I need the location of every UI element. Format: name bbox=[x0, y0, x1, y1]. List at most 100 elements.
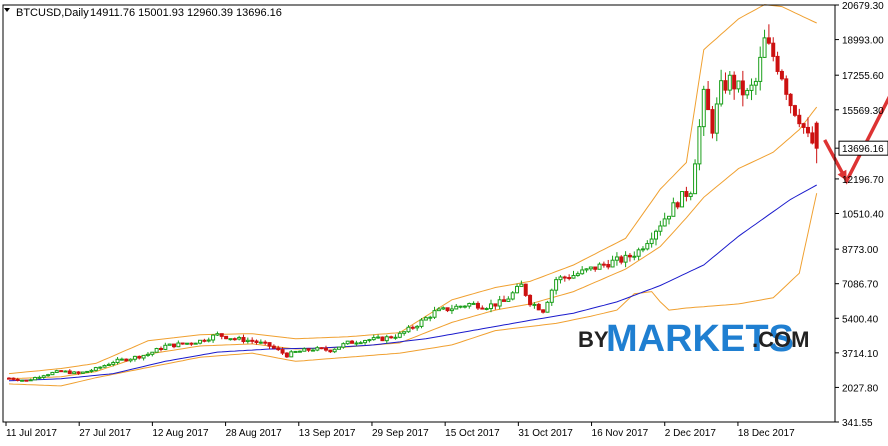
candle bbox=[41, 374, 46, 380]
candle bbox=[623, 251, 628, 268]
chart-menu-arrow-icon[interactable] bbox=[4, 8, 10, 12]
y-tick-label: 341.55 bbox=[842, 418, 873, 429]
y-tick-label: 2027.80 bbox=[842, 383, 879, 394]
candle bbox=[432, 306, 437, 320]
candle bbox=[176, 340, 181, 348]
chart-header-symbol: BTCUSD,Daily bbox=[16, 7, 89, 19]
candle bbox=[28, 378, 33, 382]
x-tick-label: 31 Oct 2017 bbox=[518, 428, 573, 439]
y-tick-label: 8773.00 bbox=[842, 245, 879, 256]
candle bbox=[350, 339, 355, 344]
candle bbox=[766, 24, 771, 45]
watermark-brand: MARKETS bbox=[606, 318, 794, 360]
candle bbox=[315, 345, 320, 352]
candle bbox=[532, 302, 537, 309]
watermark-suffix: .COM bbox=[752, 327, 809, 352]
candle bbox=[506, 296, 511, 302]
candle bbox=[180, 342, 185, 345]
candle bbox=[667, 215, 672, 225]
candle bbox=[406, 325, 411, 333]
candle bbox=[801, 122, 806, 134]
candle bbox=[250, 337, 255, 344]
candle bbox=[645, 240, 650, 251]
candle bbox=[562, 275, 567, 282]
candle bbox=[415, 324, 420, 331]
candle bbox=[458, 305, 463, 309]
candle bbox=[119, 357, 124, 361]
candle bbox=[124, 358, 129, 362]
candle bbox=[354, 340, 359, 346]
candle bbox=[649, 232, 654, 248]
candle bbox=[719, 69, 724, 107]
candle bbox=[254, 339, 259, 345]
forecast-arrow-line bbox=[823, 95, 888, 185]
candle bbox=[72, 371, 77, 375]
candle bbox=[736, 80, 741, 93]
current-price-marker bbox=[838, 140, 888, 156]
candle bbox=[337, 346, 342, 350]
candle bbox=[502, 295, 507, 302]
candle bbox=[758, 46, 763, 91]
candle bbox=[541, 309, 546, 314]
candle bbox=[232, 337, 237, 341]
candle bbox=[449, 304, 454, 314]
candle bbox=[332, 348, 337, 354]
candle bbox=[775, 51, 780, 75]
candle bbox=[727, 71, 732, 95]
candle bbox=[545, 300, 550, 313]
candle bbox=[219, 333, 224, 340]
candle bbox=[588, 266, 593, 272]
candle bbox=[497, 295, 502, 310]
candle bbox=[606, 259, 611, 270]
candle bbox=[371, 334, 376, 341]
candle bbox=[593, 266, 598, 272]
candle bbox=[50, 371, 55, 376]
watermark-prefix: BY bbox=[578, 327, 609, 352]
candle bbox=[397, 330, 402, 339]
x-tick-label: 27 Jul 2017 bbox=[79, 428, 131, 439]
candle bbox=[258, 339, 263, 345]
candle bbox=[428, 315, 433, 322]
candle bbox=[215, 331, 220, 336]
y-tick-label: 20679.30 bbox=[842, 1, 884, 12]
candle bbox=[150, 351, 155, 357]
candle bbox=[228, 338, 233, 341]
candle bbox=[610, 255, 615, 268]
candle bbox=[706, 81, 711, 111]
candle bbox=[688, 191, 693, 201]
candle bbox=[471, 301, 476, 305]
y-tick-label: 18993.00 bbox=[842, 36, 884, 47]
candle bbox=[323, 345, 328, 352]
candle bbox=[510, 291, 515, 301]
candle bbox=[154, 347, 159, 353]
candle bbox=[145, 352, 150, 357]
candle bbox=[211, 334, 216, 343]
candle bbox=[710, 105, 715, 139]
x-tick-label: 18 Dec 2017 bbox=[738, 428, 795, 439]
candle bbox=[102, 364, 107, 368]
candle bbox=[493, 303, 498, 310]
candle bbox=[193, 342, 198, 345]
candle bbox=[536, 302, 541, 311]
candle bbox=[263, 340, 268, 346]
candle bbox=[601, 261, 606, 268]
x-tick-label: 2 Dec 2017 bbox=[665, 428, 717, 439]
y-tick-label: 7086.70 bbox=[842, 280, 879, 291]
candle bbox=[436, 307, 441, 312]
candle bbox=[523, 283, 528, 297]
candle bbox=[98, 366, 103, 370]
candle bbox=[389, 335, 394, 339]
candle bbox=[367, 338, 372, 343]
moving-average-line bbox=[8, 184, 817, 382]
candle bbox=[106, 362, 111, 366]
candle bbox=[54, 369, 59, 373]
candle bbox=[462, 305, 467, 309]
candle bbox=[93, 366, 98, 372]
candle bbox=[11, 377, 16, 381]
candle bbox=[363, 339, 368, 345]
x-tick-label: 28 Aug 2017 bbox=[226, 428, 283, 439]
candle bbox=[267, 342, 272, 350]
candle bbox=[723, 72, 728, 94]
